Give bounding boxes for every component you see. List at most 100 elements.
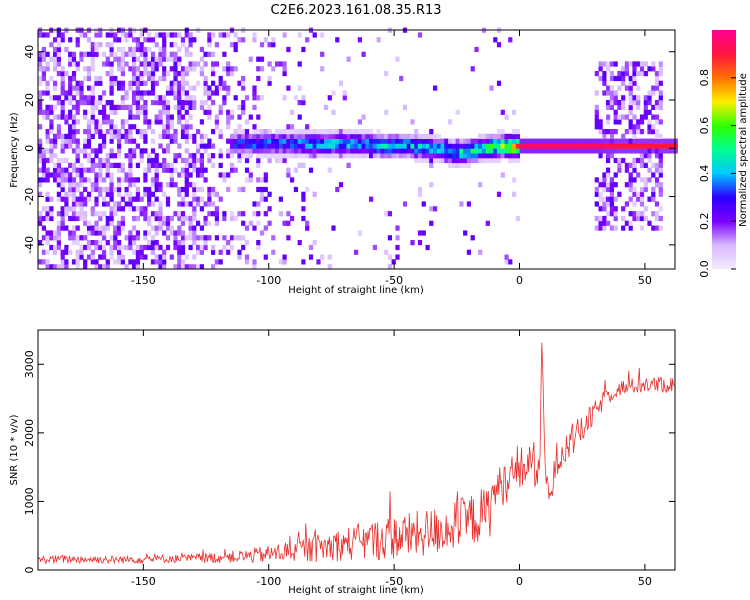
heatmap-cell: [180, 259, 186, 265]
heatmap-cell: [606, 104, 611, 110]
heatmap-cell: [621, 215, 626, 222]
heatmap-cell: [598, 75, 603, 82]
heatmap-cell: [173, 85, 178, 91]
heatmap-cell: [117, 259, 122, 265]
heatmap-cell: [575, 138, 581, 144]
heatmap-cell: [169, 254, 174, 260]
heatmap-cell: [71, 124, 77, 130]
heatmap-cell: [534, 143, 539, 149]
heatmap-cell: [184, 264, 189, 270]
heatmap-cell: [180, 172, 186, 178]
heatmap-cell: [143, 104, 148, 110]
heatmap-cell: [53, 46, 58, 53]
heatmap-cell: [143, 148, 148, 154]
heatmap-cell: [500, 129, 505, 135]
heatmap-cell: [632, 191, 637, 197]
heatmap-cell: [512, 157, 517, 164]
heatmap-cell: [305, 129, 310, 135]
heatmap-cell: [165, 129, 171, 135]
heatmap-cell: [297, 153, 302, 159]
heatmap-cell: [105, 162, 110, 168]
heatmap-cell: [60, 182, 65, 188]
heatmap-cell: [617, 191, 622, 197]
heatmap-cell: [248, 177, 253, 183]
heatmap-cell: [188, 244, 193, 251]
heatmap-cell: [568, 143, 573, 149]
heatmap-cell: [45, 129, 50, 135]
heatmap-cell: [305, 153, 310, 159]
heatmap-cell: [323, 133, 329, 139]
heatmap-cell: [124, 177, 129, 183]
heatmap-cell: [222, 32, 227, 38]
heatmap-cell: [135, 196, 140, 202]
heatmap-cell: [263, 186, 268, 193]
heatmap-cell: [602, 129, 607, 135]
heatmap-cell: [162, 37, 167, 43]
heatmap-cell: [132, 225, 137, 231]
heatmap-cell: [342, 138, 347, 144]
heatmap-cell: [654, 162, 660, 168]
heatmap-cell: [651, 124, 656, 130]
heatmap-cell: [286, 46, 291, 53]
heatmap-cell: [417, 153, 423, 159]
heatmap-cell: [177, 90, 182, 96]
heatmap-cell: [83, 259, 88, 265]
heatmap-cell: [154, 230, 159, 236]
heatmap-cell: [177, 201, 182, 207]
heatmap-cell: [83, 244, 88, 251]
heatmap-cell: [139, 71, 144, 77]
heatmap-cell: [102, 254, 107, 260]
heatmap-cell: [256, 240, 261, 246]
heatmap-cell: [372, 244, 377, 251]
heatmap-cell: [508, 153, 513, 159]
heatmap-cell: [135, 264, 140, 270]
heatmap-cell: [196, 201, 201, 207]
heatmap-cell: [143, 215, 148, 222]
heatmap-cell: [71, 182, 77, 188]
heatmap-cell: [79, 100, 84, 106]
heatmap-cell: [113, 259, 118, 265]
heatmap-cell: [613, 215, 618, 222]
heatmap-cell: [609, 61, 614, 67]
heatmap-cell: [38, 100, 43, 106]
heatmap-cell: [643, 215, 648, 222]
heatmap-cell: [621, 138, 626, 144]
heatmap-cell: [624, 220, 629, 226]
heatmap-cell: [628, 80, 633, 86]
heatmap-cell: [105, 191, 110, 197]
heatmap-cell: [308, 244, 314, 251]
heatmap-cell: [410, 138, 415, 144]
heatmap-cell: [162, 104, 167, 110]
heatmap-cell: [440, 157, 445, 164]
heatmap-cell: [624, 85, 629, 91]
heatmap-cell: [75, 196, 80, 202]
heatmap-cell: [169, 32, 174, 38]
heatmap-cell: [658, 182, 663, 188]
heatmap-cell: [120, 66, 125, 72]
heatmap-cell: [256, 177, 261, 183]
heatmap-cell: [237, 211, 242, 217]
heatmap-cell: [143, 90, 148, 96]
heatmap-cell: [68, 61, 73, 67]
heatmap-cell: [184, 157, 189, 164]
heatmap-cell: [433, 206, 438, 212]
heatmap-cell: [128, 124, 133, 130]
heatmap-cell: [643, 177, 648, 183]
heatmap-cell: [508, 138, 513, 144]
heatmap-cell: [139, 196, 144, 202]
heatmap-cell: [470, 138, 475, 144]
heatmap-cell: [654, 104, 660, 110]
heatmap-cell: [94, 244, 99, 251]
heatmap-cell: [320, 148, 325, 154]
heatmap-cell: [606, 153, 611, 159]
y-tick-label: 0: [23, 145, 36, 152]
heatmap-cell: [117, 133, 122, 139]
heatmap-cell: [75, 42, 80, 48]
heatmap-cell: [256, 201, 261, 207]
heatmap-cell: [429, 182, 434, 188]
heatmap-cell: [459, 143, 464, 149]
heatmap-cell: [154, 167, 159, 173]
heatmap-cell: [613, 90, 618, 96]
